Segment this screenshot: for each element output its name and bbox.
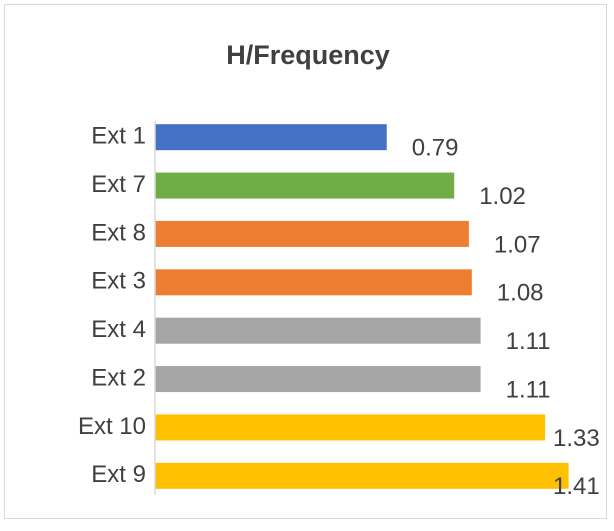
y-tick-label: Ext 10 [78, 413, 146, 440]
data-label: 0.79 [412, 135, 459, 162]
bar [155, 220, 469, 247]
chart-border [4, 4, 607, 519]
y-tick-label: Ext 4 [91, 316, 146, 343]
data-label: 1.02 [479, 183, 526, 210]
data-label: 1.11 [506, 328, 551, 355]
y-tick-label: Ext 1 [91, 123, 146, 150]
data-label: 1.41 [553, 473, 600, 500]
y-tick-label: Ext 2 [91, 364, 146, 391]
data-label: 1.11 [506, 376, 551, 403]
data-label: 1.07 [494, 231, 541, 258]
bar [155, 317, 481, 344]
chart-title: H/Frequency [226, 40, 390, 70]
y-tick-label: Ext 3 [91, 268, 146, 295]
bar [155, 462, 569, 489]
y-tick-label: Ext 9 [91, 461, 146, 488]
data-label: 1.08 [497, 280, 544, 307]
bar [155, 172, 455, 199]
bar [155, 124, 387, 151]
bar [155, 269, 472, 296]
y-tick-label: Ext 7 [91, 171, 146, 198]
y-tick-label: Ext 8 [91, 219, 146, 246]
bar [155, 414, 546, 441]
data-label: 1.33 [553, 425, 600, 452]
bar [155, 366, 481, 393]
